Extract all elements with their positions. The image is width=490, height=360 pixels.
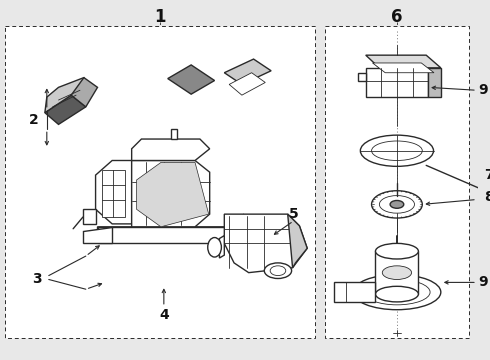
- Polygon shape: [171, 129, 177, 139]
- Polygon shape: [168, 65, 215, 94]
- Polygon shape: [366, 55, 441, 68]
- Polygon shape: [358, 73, 366, 81]
- Text: 9: 9: [478, 83, 488, 97]
- Polygon shape: [372, 63, 434, 73]
- Polygon shape: [366, 68, 428, 97]
- Ellipse shape: [382, 266, 412, 279]
- Ellipse shape: [379, 195, 415, 213]
- Ellipse shape: [375, 286, 418, 302]
- Polygon shape: [132, 139, 210, 161]
- Polygon shape: [428, 68, 441, 97]
- Ellipse shape: [371, 191, 422, 218]
- Ellipse shape: [390, 201, 404, 208]
- Text: 7: 7: [484, 168, 490, 182]
- Text: 8: 8: [484, 190, 490, 203]
- Bar: [5, 26, 315, 338]
- Text: 4: 4: [159, 307, 169, 321]
- Polygon shape: [229, 73, 265, 95]
- Ellipse shape: [353, 275, 441, 310]
- Polygon shape: [375, 251, 418, 294]
- Ellipse shape: [371, 141, 422, 161]
- Text: 5: 5: [289, 207, 298, 221]
- Polygon shape: [96, 161, 132, 224]
- Text: 6: 6: [391, 8, 403, 26]
- Polygon shape: [220, 235, 224, 258]
- Polygon shape: [71, 78, 98, 107]
- Text: 2: 2: [29, 113, 39, 126]
- Text: 1: 1: [154, 8, 166, 26]
- Polygon shape: [98, 214, 244, 237]
- Polygon shape: [98, 227, 229, 243]
- Ellipse shape: [364, 279, 430, 305]
- Polygon shape: [83, 227, 112, 243]
- Ellipse shape: [208, 238, 221, 257]
- Polygon shape: [45, 78, 90, 113]
- Polygon shape: [288, 214, 307, 268]
- Ellipse shape: [264, 263, 292, 279]
- Polygon shape: [334, 282, 375, 302]
- Text: 3: 3: [32, 273, 42, 287]
- Polygon shape: [224, 214, 307, 273]
- Polygon shape: [45, 95, 86, 125]
- Polygon shape: [83, 209, 96, 224]
- Polygon shape: [132, 161, 210, 227]
- Bar: [325, 26, 469, 338]
- Ellipse shape: [375, 243, 418, 259]
- Text: 9: 9: [478, 275, 488, 289]
- Polygon shape: [224, 59, 271, 85]
- Ellipse shape: [360, 135, 434, 166]
- Polygon shape: [137, 162, 209, 227]
- Polygon shape: [102, 170, 125, 217]
- Ellipse shape: [270, 266, 286, 275]
